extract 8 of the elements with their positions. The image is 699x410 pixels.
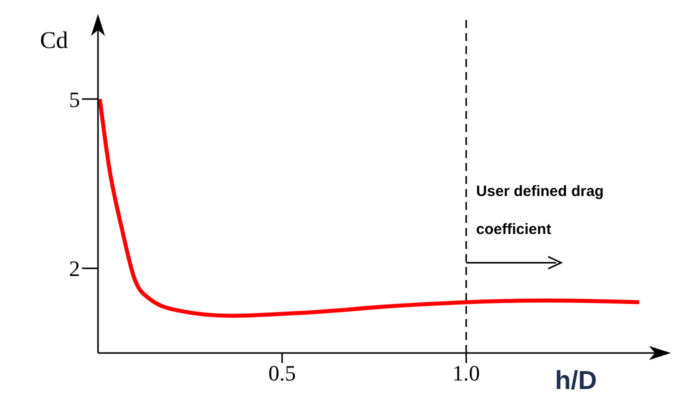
text: User defined drag coefficient <box>476 183 604 238</box>
x-tick-label: 0.5 <box>268 360 296 386</box>
x-tick-label: 1.0 <box>452 360 480 386</box>
x-axis-title: h/D <box>555 365 597 396</box>
line-series <box>98 97 642 318</box>
y-tick-label: 5 <box>69 86 80 112</box>
y-axis-title: Cd <box>40 28 68 55</box>
y-tick-label: 2 <box>69 256 80 282</box>
